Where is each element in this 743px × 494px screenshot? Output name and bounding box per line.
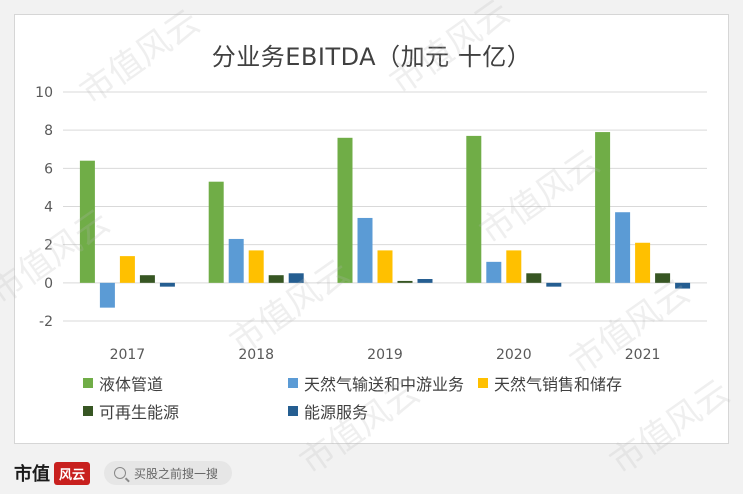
x-tick-label: 2020 [496,347,532,363]
legend-swatch [83,378,93,388]
legend-label: 能源服务 [304,403,369,422]
search-icon [114,467,127,479]
y-tick-label: 6 [44,161,53,177]
y-tick-label: 10 [35,85,53,101]
bar [466,135,482,283]
search-placeholder: 买股之前搜一搜 [134,466,219,481]
x-tick-label: 2017 [110,347,146,363]
bar [357,217,373,283]
footer-bar: 市值 风云 买股之前搜一搜 [0,452,743,494]
legend-item: 天然气销售和储存 [478,371,622,395]
legend-item: 天然气输送和中游业务 [288,371,464,395]
brand-name: 市值 [14,464,50,485]
bar [506,250,522,283]
bar [615,212,631,283]
bar [139,275,155,283]
bar [159,282,175,287]
bar [635,242,651,283]
legend-label: 液体管道 [99,375,164,394]
legend-item: 可再生能源 [83,399,179,423]
y-tick-label: 4 [44,200,53,216]
y-tick-label: 0 [44,276,53,292]
x-tick-label: 2021 [625,347,661,363]
legend-label: 天然气销售和储存 [494,375,623,394]
legend-swatch [83,406,93,416]
bar [119,256,135,283]
bar [268,275,284,283]
legend-item: 能源服务 [288,399,368,423]
legend-label: 可再生能源 [99,403,180,422]
search-box[interactable]: 买股之前搜一搜 [104,461,233,485]
chart-plot: -2 0 2 4 6 8 10 2017 2018 2019 2020 2021 [35,85,707,363]
legend-item: 液体管道 [83,371,163,395]
legend-swatch [478,378,488,388]
brand-badge: 风云 [54,461,91,485]
y-tick-label: 8 [44,123,53,139]
y-tick-label: 2 [44,238,53,254]
chart-title: 分业务EBITDA（加元 十亿） [211,43,532,71]
bar [288,273,304,283]
x-tick-label: 2019 [367,347,403,363]
bar [526,273,542,283]
bar [79,160,95,283]
legend-label: 天然气输送和中游业务 [304,375,465,394]
x-tick-label: 2018 [238,347,274,363]
chart-card: 分业务EBITDA（加元 十亿） -2 0 2 4 6 8 10 2017 2018 2019 20… [14,14,729,444]
bar [228,238,244,283]
legend-swatch [288,406,298,416]
bar [397,280,413,283]
bar [655,273,671,283]
bar [99,282,115,308]
bar [248,250,264,283]
legend-swatch [288,378,298,388]
bar [546,282,562,287]
bar [377,250,393,283]
brand-logo[interactable]: 市值 风云 [14,460,91,486]
bar [486,261,502,283]
bar [675,282,691,289]
y-tick-label: -2 [39,314,53,330]
bar [595,132,611,283]
bar [208,181,224,283]
bar [417,279,433,283]
bar [337,137,353,283]
